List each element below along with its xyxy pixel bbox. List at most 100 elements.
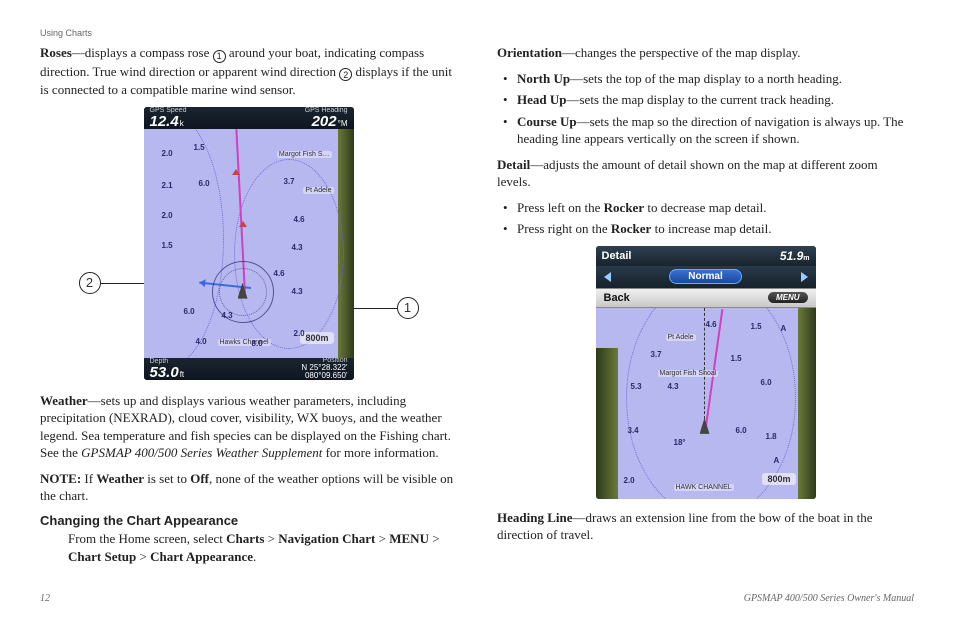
map-label: Pt Adele (303, 187, 333, 194)
unit: °M (338, 119, 348, 128)
t: Rocker (611, 221, 651, 236)
depth-sounding: 4.3 (292, 287, 303, 296)
nav-path: From the Home screen, select Charts > Na… (40, 530, 457, 565)
menu-button[interactable]: MENU (768, 292, 808, 303)
t: Head Up (517, 92, 566, 107)
chart1-map: Margot Fish S… Pt Adele Hawks Channel 80… (144, 129, 354, 358)
left-column: Roses—displays a compass rose 1 around y… (40, 44, 457, 573)
section-header: Using Charts (40, 28, 914, 38)
rocker-list: Press left on the Rocker to decrease map… (497, 199, 914, 238)
arrow-left-icon[interactable] (604, 272, 611, 282)
t: From the Home screen, select (68, 531, 226, 546)
page-number: 12 (40, 593, 50, 604)
t: —displays a compass rose (72, 45, 213, 60)
t: to decrease map detail. (644, 200, 766, 215)
map-label: Margot Fish S… (277, 151, 332, 158)
gps-speed: GPS Speed 12.4k (150, 107, 187, 129)
scale-indicator: 800m (300, 332, 333, 344)
t: Rocker (604, 200, 644, 215)
t: Charts (226, 531, 264, 546)
gps-heading: GPS Heading 202°M (305, 107, 348, 129)
orientation-list: North Up—sets the top of the map display… (497, 70, 914, 148)
scale-indicator: 800m (762, 473, 795, 485)
page-footer: 12 GPSMAP 400/500 Series Owner's Manual (40, 593, 914, 604)
t: —changes the perspective of the map disp… (562, 45, 801, 60)
chart2-navbar: Back MENU (596, 288, 816, 308)
note-label: NOTE: (40, 471, 81, 486)
list-item: Head Up—sets the map display to the curr… (503, 91, 914, 109)
t: for more information. (322, 445, 438, 460)
depth-sounding: 6.0 (184, 307, 195, 316)
depth-sounding: 2.1 (162, 181, 173, 190)
weather-ref-italic: GPSMAP 400/500 Series Weather Supplement (81, 445, 322, 460)
manual-title: GPSMAP 400/500 Series Owner's Manual (744, 593, 914, 604)
right-column: Orientation—changes the perspective of t… (497, 44, 914, 573)
arrow-right-icon[interactable] (801, 272, 808, 282)
depth-sounding: 6.0 (736, 426, 747, 435)
u: m (803, 255, 809, 262)
heading-line-term: Heading Line (497, 510, 573, 525)
t: Chart Appearance (150, 549, 253, 564)
t: to increase map detail. (651, 221, 771, 236)
compass-rose-figure: 2 1 GPS Speed 12.4k GPS Heading 202°M (79, 107, 419, 382)
land-strip (798, 308, 816, 499)
note-paragraph: NOTE: If Weather is set to Off, none of … (40, 470, 457, 505)
chart1-botbar: Depth 53.0ft Position N 25°28.322' 080°0… (144, 358, 354, 380)
map-label: Margot Fish Shoal (658, 370, 719, 377)
callout-1-inline: 1 (213, 50, 226, 63)
callout-1: 1 (397, 297, 419, 319)
detail-level-pill: Normal (669, 269, 741, 284)
depth-sounding: 2.0 (162, 211, 173, 220)
depth-sounding: 4.3 (668, 382, 679, 391)
t: MENU (389, 531, 429, 546)
chart2-topbar: Detail 51.9m (596, 246, 816, 266)
t: North Up (517, 71, 570, 86)
depth-sounding: 4.3 (222, 311, 233, 320)
pos2: 080°09.650' (301, 372, 347, 380)
weather-paragraph: Weather—sets up and displays various wea… (40, 392, 457, 462)
depth-sounding: 1.5 (162, 241, 173, 250)
back-button[interactable]: Back (604, 292, 630, 304)
t: —sets the top of the map display to a no… (570, 71, 842, 86)
val: 53.0 (150, 364, 179, 380)
depth-sounding: 6.0 (199, 179, 210, 188)
depth-sounding: 4.6 (274, 269, 285, 278)
contour (626, 308, 796, 499)
list-item: Press right on the Rocker to increase ma… (503, 220, 914, 238)
detail-term: Detail (497, 157, 530, 172)
depth-sounding: 1.5 (751, 322, 762, 331)
depth-sounding: 3.4 (628, 426, 639, 435)
depth-sounding: 2.0 (624, 476, 635, 485)
unit: k (180, 119, 184, 128)
unit: ft (180, 370, 184, 379)
heading-line-paragraph: Heading Line—draws an extension line fro… (497, 509, 914, 544)
contour (144, 129, 224, 358)
depth-sounding: 4.3 (292, 243, 303, 252)
t: —adjusts the amount of detail shown on t… (497, 157, 878, 190)
distance-readout: 51.9m (780, 249, 810, 263)
t: Off (190, 471, 209, 486)
v: 51.9 (780, 249, 803, 263)
t: Chart Setup (68, 549, 136, 564)
callout-2-inline: 2 (339, 68, 352, 81)
t: is set to (144, 471, 190, 486)
land-strip (596, 348, 618, 499)
depth-readout: Depth 53.0ft (150, 358, 185, 380)
t: Weather (96, 471, 144, 486)
roses-term: Roses (40, 45, 72, 60)
depth-sounding: 5.3 (631, 382, 642, 391)
map-label: HAWK CHANNEL (674, 484, 734, 491)
depth-sounding: 4.0 (196, 337, 207, 346)
depth-sounding: 1.5 (731, 354, 742, 363)
depth-sounding: 4.6 (706, 320, 717, 329)
detail-slider[interactable]: Normal (596, 266, 816, 288)
t: If (81, 471, 96, 486)
weather-term: Weather (40, 393, 88, 408)
t: Course Up (517, 114, 577, 129)
val: 12.4 (150, 113, 179, 130)
list-item: North Up—sets the top of the map display… (503, 70, 914, 88)
marker-icon (239, 221, 247, 227)
t: Navigation Chart (278, 531, 375, 546)
depth-sounding: 1.8 (766, 432, 777, 441)
changing-appearance-heading: Changing the Chart Appearance (40, 513, 457, 528)
